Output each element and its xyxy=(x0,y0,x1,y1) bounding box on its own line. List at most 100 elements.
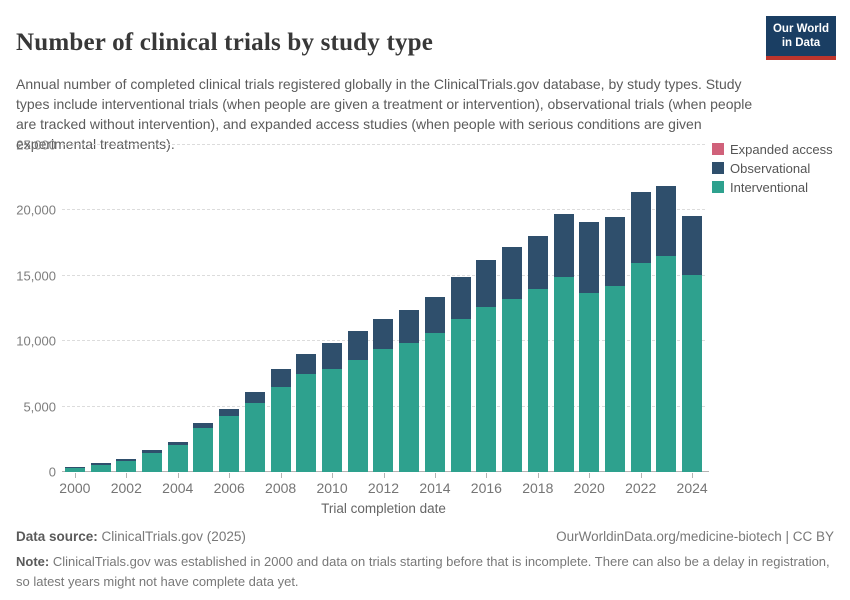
bar-segment-observational-2016[interactable] xyxy=(476,260,497,308)
bar-2016[interactable] xyxy=(476,145,497,472)
bar-segment-interventional-2007[interactable] xyxy=(244,402,265,472)
bar-segment-interventional-2014[interactable] xyxy=(424,332,445,472)
legend-label: Expanded access xyxy=(730,141,833,157)
bar-segment-observational-2006[interactable] xyxy=(219,409,240,416)
bar-2004[interactable] xyxy=(167,145,188,472)
bar-segment-interventional-2010[interactable] xyxy=(322,368,343,472)
bar-segment-observational-2023[interactable] xyxy=(656,186,677,256)
bar-segment-interventional-2006[interactable] xyxy=(219,415,240,472)
bar-segment-interventional-2020[interactable] xyxy=(579,293,600,472)
bar-segment-interventional-2013[interactable] xyxy=(399,342,420,472)
bar-segment-observational-2015[interactable] xyxy=(450,277,471,319)
legend-label: Observational xyxy=(730,160,811,176)
bar-2022[interactable] xyxy=(630,145,651,472)
bar-segment-interventional-2012[interactable] xyxy=(373,349,394,472)
bar-2020[interactable] xyxy=(579,145,600,472)
x-tick-label-2008: 2008 xyxy=(265,480,297,496)
bar-segment-interventional-2017[interactable] xyxy=(502,298,523,472)
x-tick-mark-2016 xyxy=(486,473,488,478)
x-tick-label-2018: 2018 xyxy=(522,480,554,496)
bar-segment-observational-2013[interactable] xyxy=(399,309,420,343)
bar-segment-interventional-2016[interactable] xyxy=(476,307,497,472)
bar-segment-observational-2005[interactable] xyxy=(193,423,214,429)
bar-2009[interactable] xyxy=(296,145,317,472)
bar-segment-observational-2017[interactable] xyxy=(502,247,523,299)
bar-2013[interactable] xyxy=(399,145,420,472)
bar-2015[interactable] xyxy=(450,145,471,472)
bar-segment-interventional-2023[interactable] xyxy=(656,255,677,472)
bar-segment-interventional-2019[interactable] xyxy=(553,277,574,472)
bar-2023[interactable] xyxy=(656,145,677,472)
bar-segment-observational-2000[interactable] xyxy=(64,466,85,468)
bar-segment-observational-2022[interactable] xyxy=(630,192,651,264)
bar-segment-interventional-2008[interactable] xyxy=(270,386,291,472)
bar-2010[interactable] xyxy=(322,145,343,472)
x-tick-label-2012: 2012 xyxy=(367,480,400,496)
bar-segment-observational-2003[interactable] xyxy=(142,450,163,454)
bar-segment-observational-2008[interactable] xyxy=(270,369,291,387)
bars xyxy=(62,145,705,472)
bar-segment-observational-2011[interactable] xyxy=(347,331,368,360)
bar-2012[interactable] xyxy=(373,145,394,472)
bar-segment-interventional-2004[interactable] xyxy=(167,445,188,472)
legend-swatch-observational xyxy=(712,162,724,174)
x-tick-label-2014: 2014 xyxy=(419,480,451,496)
bar-2019[interactable] xyxy=(553,145,574,472)
x-tick-label-2006: 2006 xyxy=(213,480,245,496)
bar-segment-observational-2004[interactable] xyxy=(167,441,188,446)
bar-segment-interventional-2024[interactable] xyxy=(682,275,703,472)
bar-segment-interventional-2021[interactable] xyxy=(604,286,625,472)
legend-item-interventional[interactable]: Interventional xyxy=(712,178,833,196)
y-axis-labels: 0 5,000 10,000 15,000 20,000 25,000 xyxy=(0,139,56,479)
bar-segment-interventional-2005[interactable] xyxy=(193,428,214,472)
bar-2014[interactable] xyxy=(424,145,445,472)
bar-2007[interactable] xyxy=(244,145,265,472)
bar-segment-observational-2020[interactable] xyxy=(579,222,600,294)
bar-2002[interactable] xyxy=(116,145,137,472)
bar-segment-observational-2009[interactable] xyxy=(296,353,317,374)
page-title: Number of clinical trials by study type xyxy=(16,28,434,56)
bar-segment-observational-2019[interactable] xyxy=(553,214,574,278)
bar-segment-observational-2014[interactable] xyxy=(424,297,445,333)
bar-segment-interventional-2001[interactable] xyxy=(90,465,111,472)
x-axis-title: Trial completion date xyxy=(321,501,446,516)
bar-2018[interactable] xyxy=(527,145,548,472)
note-text: ClinicalTrials.gov was established in 20… xyxy=(16,554,830,589)
bar-segment-observational-2007[interactable] xyxy=(244,391,265,403)
bar-segment-interventional-2002[interactable] xyxy=(116,461,137,472)
bar-segment-interventional-2015[interactable] xyxy=(450,318,471,472)
bar-segment-observational-2021[interactable] xyxy=(604,216,625,287)
x-tick-mark-2018 xyxy=(537,473,539,478)
bar-segment-observational-2001[interactable] xyxy=(90,463,111,466)
legend-swatch-interventional xyxy=(712,181,724,193)
bar-2008[interactable] xyxy=(270,145,291,472)
bar-2003[interactable] xyxy=(142,145,163,472)
legend-item-expanded-access[interactable]: Expanded access xyxy=(712,140,833,158)
x-tick-mark-2004 xyxy=(177,473,179,478)
bar-segment-interventional-2018[interactable] xyxy=(527,288,548,472)
data-source-label: Data source: xyxy=(16,529,98,544)
bar-2011[interactable] xyxy=(347,145,368,472)
bar-segment-interventional-2000[interactable] xyxy=(64,467,85,472)
bar-segment-interventional-2011[interactable] xyxy=(347,359,368,472)
bar-2024[interactable] xyxy=(682,145,703,472)
bar-segment-observational-2018[interactable] xyxy=(527,235,548,289)
bar-2006[interactable] xyxy=(219,145,240,472)
y-tick-label-10,000: 10,000 xyxy=(16,333,56,349)
bar-segment-observational-2024[interactable] xyxy=(682,216,703,276)
bar-2017[interactable] xyxy=(502,145,523,472)
bar-2005[interactable] xyxy=(193,145,214,472)
bar-2021[interactable] xyxy=(604,145,625,472)
owid-logo[interactable]: Our World in Data xyxy=(766,16,836,60)
credit-link[interactable]: OurWorldinData.org/medicine-biotech | CC… xyxy=(556,529,834,544)
bar-2001[interactable] xyxy=(90,145,111,472)
bar-segment-observational-2012[interactable] xyxy=(373,319,394,350)
bar-segment-interventional-2022[interactable] xyxy=(630,263,651,472)
bar-segment-observational-2002[interactable] xyxy=(116,458,137,462)
bar-2000[interactable] xyxy=(64,145,85,472)
bar-segment-interventional-2003[interactable] xyxy=(142,453,163,472)
legend-item-observational[interactable]: Observational xyxy=(712,159,833,177)
bar-segment-observational-2010[interactable] xyxy=(322,342,343,369)
y-tick-label-15,000: 15,000 xyxy=(16,268,56,284)
bar-segment-interventional-2009[interactable] xyxy=(296,373,317,472)
